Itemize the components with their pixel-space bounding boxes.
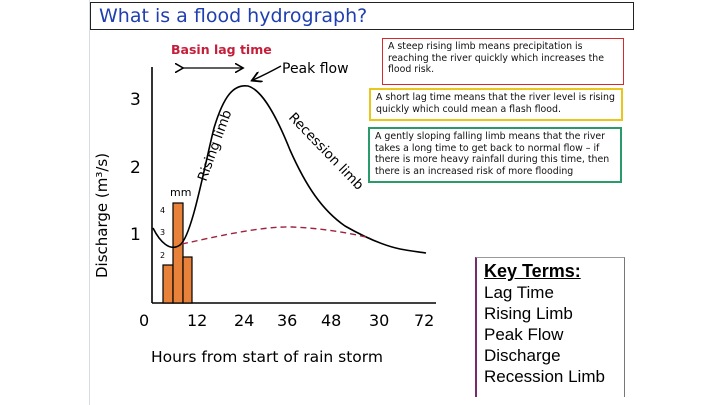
recession-limb-label: Recession limb [285,110,367,194]
x-tick-label: 24 [234,311,254,330]
x-axis-label: Hours from start of rain storm [151,348,383,366]
peak-flow-label: Peak flow [282,61,349,77]
key-term-item: Lag Time [484,283,554,302]
rain-bar [172,202,184,304]
rain-unit-label: mm [170,186,191,199]
x-tick-label: 30 [369,311,389,330]
rain-bar [182,256,193,304]
y-axis-label: Discharge (m³/s) [93,153,111,278]
rainfall-bars [162,202,193,304]
hydrograph-curve [152,85,427,254]
key-terms-heading: Key Terms: [484,261,581,281]
key-term-item: Rising Limb [484,304,573,323]
lag-time-note: A short lag time means that the river le… [369,88,623,121]
key-terms-box: Key Terms: Lag Time Rising Limb Peak Flo… [475,257,625,397]
rising-limb-label: Rising limb [195,108,236,184]
x-tick-label: 48 [321,311,341,330]
key-term-item: Peak Flow [484,325,564,344]
y-tick-label: 3 [130,90,141,110]
y-tick-label: 1 [130,225,141,245]
key-term-item: Discharge [484,346,561,365]
x-tick-label: 0 [139,311,149,330]
rain-tick-label: 4 [160,206,165,215]
peak-flow-arrow [253,65,282,80]
y-tick-label: 2 [130,158,141,178]
title-box: What is a flood hydrograph? [90,2,634,30]
basin-lag-label: Basin lag time [171,42,272,57]
rain-bar [162,264,174,304]
rain-tick-label: 3 [160,228,165,237]
x-tick-label: 12 [187,311,207,330]
falling-limb-note: A gently sloping falling limb means that… [368,127,622,183]
rain-tick-label: 2 [160,251,165,260]
key-term-item: Recession Limb [484,367,605,386]
slide-guide-line [89,0,90,405]
steep-limb-note: A steep rising limb means precipitation … [382,38,624,85]
x-tick-label: 36 [277,311,297,330]
baseflow-line [181,226,371,245]
slide-title: What is a flood hydrograph? [99,5,368,27]
x-tick-label: 72 [414,311,434,330]
